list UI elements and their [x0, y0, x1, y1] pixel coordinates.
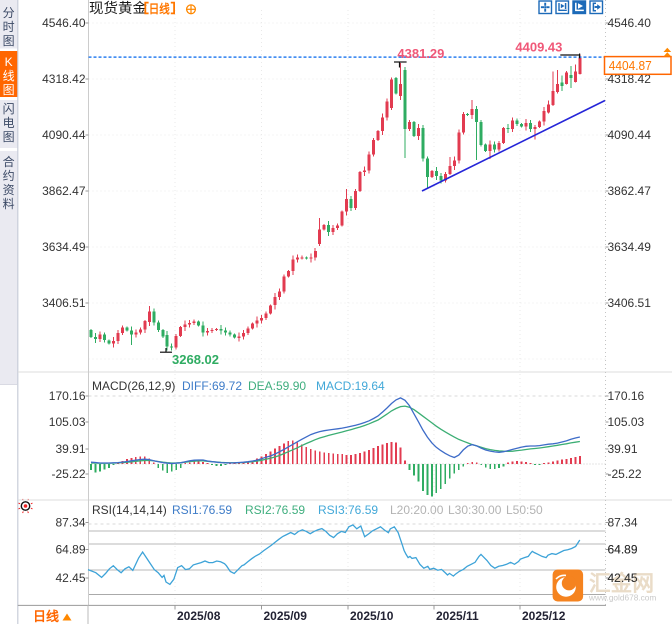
svg-text:-25.22: -25.22 — [51, 467, 85, 481]
svg-text:4090.44: 4090.44 — [608, 128, 652, 142]
svg-text:图: 图 — [3, 34, 15, 48]
svg-text:现货黄金: 现货黄金 — [89, 0, 147, 16]
svg-text:MACD(26,12,9): MACD(26,12,9) — [92, 379, 175, 393]
svg-text:闪: 闪 — [3, 102, 15, 116]
svg-text:3634.49: 3634.49 — [608, 240, 652, 254]
svg-text:105.03: 105.03 — [49, 415, 86, 429]
svg-text:2025/08: 2025/08 — [177, 609, 221, 623]
svg-text:合: 合 — [3, 154, 15, 169]
svg-text:42.45: 42.45 — [608, 571, 638, 585]
svg-text:64.89: 64.89 — [55, 543, 85, 557]
svg-text:4318.42: 4318.42 — [608, 72, 652, 86]
svg-text:3862.47: 3862.47 — [608, 184, 652, 198]
svg-text:170.16: 170.16 — [49, 389, 86, 403]
svg-text:图: 图 — [3, 83, 15, 97]
svg-text:2025/10: 2025/10 — [350, 609, 394, 623]
svg-text:-25.22: -25.22 — [608, 467, 642, 481]
svg-text:64.89: 64.89 — [608, 543, 638, 557]
svg-text:日线: 日线 — [33, 609, 59, 624]
svg-text:L30:30.00: L30:30.00 — [448, 503, 502, 517]
svg-text:资: 资 — [3, 183, 15, 197]
svg-text:RSI1:76.59: RSI1:76.59 — [172, 503, 232, 517]
svg-text:39.91: 39.91 — [608, 442, 638, 456]
svg-text:RSI(14,14,14): RSI(14,14,14) — [92, 503, 167, 517]
svg-text:2025/12: 2025/12 — [522, 609, 566, 623]
svg-text:64.89: 64.89 — [608, 543, 638, 557]
svg-text:图: 图 — [3, 130, 15, 144]
svg-text:2025/09: 2025/09 — [264, 609, 308, 623]
svg-text:3634.49: 3634.49 — [42, 240, 86, 254]
svg-text:4318.42: 4318.42 — [42, 72, 86, 86]
svg-text:RSI2:76.59: RSI2:76.59 — [245, 503, 305, 517]
svg-text:4404.87: 4404.87 — [609, 58, 652, 73]
svg-text:87.34: 87.34 — [608, 516, 638, 530]
svg-text:料: 料 — [3, 197, 15, 211]
svg-text:线: 线 — [3, 69, 15, 83]
svg-text:4546.40: 4546.40 — [42, 16, 86, 30]
svg-text:L20:20.00: L20:20.00 — [390, 503, 444, 517]
svg-text:4381.29: 4381.29 — [397, 46, 444, 61]
svg-text:42.45: 42.45 — [608, 571, 638, 585]
svg-text:105.03: 105.03 — [608, 415, 645, 429]
svg-text:170.16: 170.16 — [608, 389, 645, 403]
svg-text:MACD:19.64: MACD:19.64 — [316, 379, 385, 393]
svg-text:87.34: 87.34 — [55, 516, 85, 530]
svg-text:4409.43: 4409.43 — [515, 40, 562, 55]
svg-text:39.91: 39.91 — [55, 442, 85, 456]
svg-text:4546.40: 4546.40 — [608, 16, 652, 30]
svg-text:时: 时 — [3, 20, 15, 34]
svg-text:3862.47: 3862.47 — [42, 184, 86, 198]
svg-text:42.45: 42.45 — [55, 571, 85, 585]
svg-text:DIFF:69.72: DIFF:69.72 — [182, 379, 242, 393]
svg-text:分: 分 — [3, 6, 15, 20]
svg-text:日线: 日线 — [149, 1, 170, 16]
svg-text:www.gold678.com: www.gold678.com — [588, 593, 656, 603]
svg-text:2025/11: 2025/11 — [436, 609, 479, 623]
svg-text:电: 电 — [3, 116, 15, 130]
svg-text:3406.51: 3406.51 — [608, 296, 652, 310]
svg-text:3406.51: 3406.51 — [42, 296, 86, 310]
svg-text:约: 约 — [3, 168, 15, 183]
svg-text:RSI3:76.59: RSI3:76.59 — [318, 503, 378, 517]
svg-text:4090.44: 4090.44 — [42, 128, 86, 142]
svg-text:L50:50: L50:50 — [506, 503, 543, 517]
svg-text:3268.02: 3268.02 — [172, 352, 219, 367]
svg-text:汇金网: 汇金网 — [589, 571, 654, 596]
svg-text:DEA:59.90: DEA:59.90 — [248, 379, 306, 393]
svg-text:K: K — [5, 55, 13, 69]
